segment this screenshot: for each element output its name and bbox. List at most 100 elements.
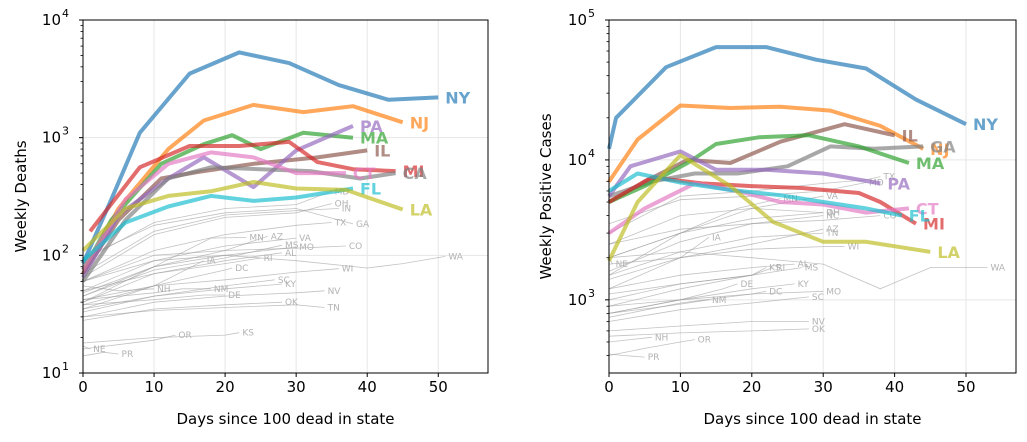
series-line-sc [608, 296, 809, 322]
series-line-md [82, 190, 332, 262]
series-label-mn: MN [249, 233, 264, 243]
series-label-de: DE [228, 291, 241, 301]
x-tick-label: 30 [814, 378, 833, 396]
series-line-nv [82, 290, 325, 318]
series-line-ok [608, 328, 809, 337]
series-label-wi: WI [342, 265, 354, 275]
series-line-dc [82, 267, 233, 310]
series-line-ms [82, 244, 282, 297]
series-line-mo [608, 290, 824, 307]
series-line-ks [608, 267, 767, 307]
x-tick-label: 40 [885, 378, 904, 396]
series-label-co: CO [349, 242, 362, 252]
series-label-mi: MI [403, 162, 425, 181]
y-tick-exponent: 4 [588, 147, 595, 160]
series-label-nc: NC [826, 212, 839, 222]
series-line-mn [82, 237, 247, 303]
y-tick-label: 10 [42, 11, 61, 29]
x-tick-label: 50 [956, 378, 975, 396]
series-label-ny: NY [973, 115, 998, 134]
series-label-ky: KY [285, 280, 297, 290]
y-tick-exponent: 3 [588, 287, 595, 300]
series-line-in [82, 208, 339, 274]
series-label-ks: KS [242, 329, 254, 339]
series-label-ne: NE [93, 345, 106, 355]
series-label-ga: GA [930, 137, 956, 156]
series-label-la: LA [937, 243, 960, 262]
series-line-or [608, 339, 695, 356]
series-label-ms: MS [805, 264, 819, 274]
series-label-ga: GA [356, 220, 370, 230]
series-line-de [82, 294, 226, 306]
series-label-ia: IA [712, 233, 722, 243]
series-label-tn: TN [327, 304, 340, 314]
series-line-ri [608, 267, 774, 301]
series-line-ky [82, 283, 282, 313]
plot-frame [608, 19, 1017, 374]
series-label-ri: RI [776, 264, 785, 274]
x-tick-label: 10 [671, 378, 690, 396]
series-label-nh: NH [655, 333, 669, 343]
series-line-nv [608, 321, 809, 332]
series-line-ky [608, 283, 795, 314]
series-label-de: DE [741, 280, 754, 290]
series-line-co [608, 215, 881, 245]
series-label-ma: MA [916, 154, 945, 173]
series-line-ne [82, 345, 91, 350]
series-label-ok: OK [285, 298, 299, 308]
y-tick-exponent: 2 [62, 242, 69, 255]
series-line-pa [607, 149, 881, 198]
series-line-tn [608, 232, 824, 276]
series-label-ia: IA [207, 257, 217, 267]
series-label-il: IL [374, 141, 390, 160]
series-line-ga [82, 208, 354, 259]
series-label-nv: NV [328, 287, 342, 297]
y-tick-label: 10 [42, 129, 61, 147]
series-label-in: IN [826, 209, 835, 219]
series-line-la [607, 153, 931, 262]
series-line-mo [82, 246, 297, 294]
y-tick-exponent: 1 [62, 360, 69, 373]
series-line-in [608, 207, 824, 245]
series-label-ne: NE [616, 260, 629, 270]
series-label-mn: MN [783, 194, 798, 204]
series-label-va: VA [299, 234, 312, 244]
series-label-oh: OH [335, 200, 349, 210]
series-label-pr: PR [648, 353, 660, 363]
series-label-wi: WI [848, 243, 860, 253]
x-tick-label: 0 [604, 378, 614, 396]
series-label-dc: DC [769, 287, 782, 297]
series-label-nm: NM [214, 285, 229, 295]
series-label-ny: NY [445, 88, 470, 107]
series-line-ma [608, 133, 910, 204]
series-label-fl: FL [909, 207, 930, 226]
series-line-fl [607, 171, 903, 218]
x-axis-label: Days since 100 dead in state [176, 410, 394, 428]
series-label-pa: PA [360, 117, 383, 136]
series-line-ny [81, 50, 439, 265]
series-label-ok: OK [812, 325, 826, 335]
series-label-tx: TX [334, 219, 347, 229]
series-line-ny [607, 45, 967, 150]
series-label-mi: MI [923, 215, 945, 234]
series-line-va [82, 237, 297, 292]
series-label-nv: NV [812, 318, 826, 328]
series-label-la: LA [410, 201, 433, 220]
plot-frame [82, 19, 489, 374]
series-line-nh [82, 285, 155, 292]
y-tick-exponent: 3 [62, 125, 69, 138]
series-label-oh: OH [826, 209, 840, 219]
series-line-wi [608, 246, 845, 265]
series-line-ct [81, 150, 346, 272]
series-label-pr: PR [122, 350, 134, 360]
series-line-oh [82, 203, 332, 278]
series-line-pr [608, 353, 645, 358]
series-label-ms: MS [285, 241, 299, 251]
series-line-az [608, 228, 824, 280]
series-label-az: AZ [826, 225, 838, 235]
series-line-al [608, 263, 795, 290]
series-label-sc: SC [812, 293, 824, 303]
series-label-ct: CT [353, 164, 376, 183]
